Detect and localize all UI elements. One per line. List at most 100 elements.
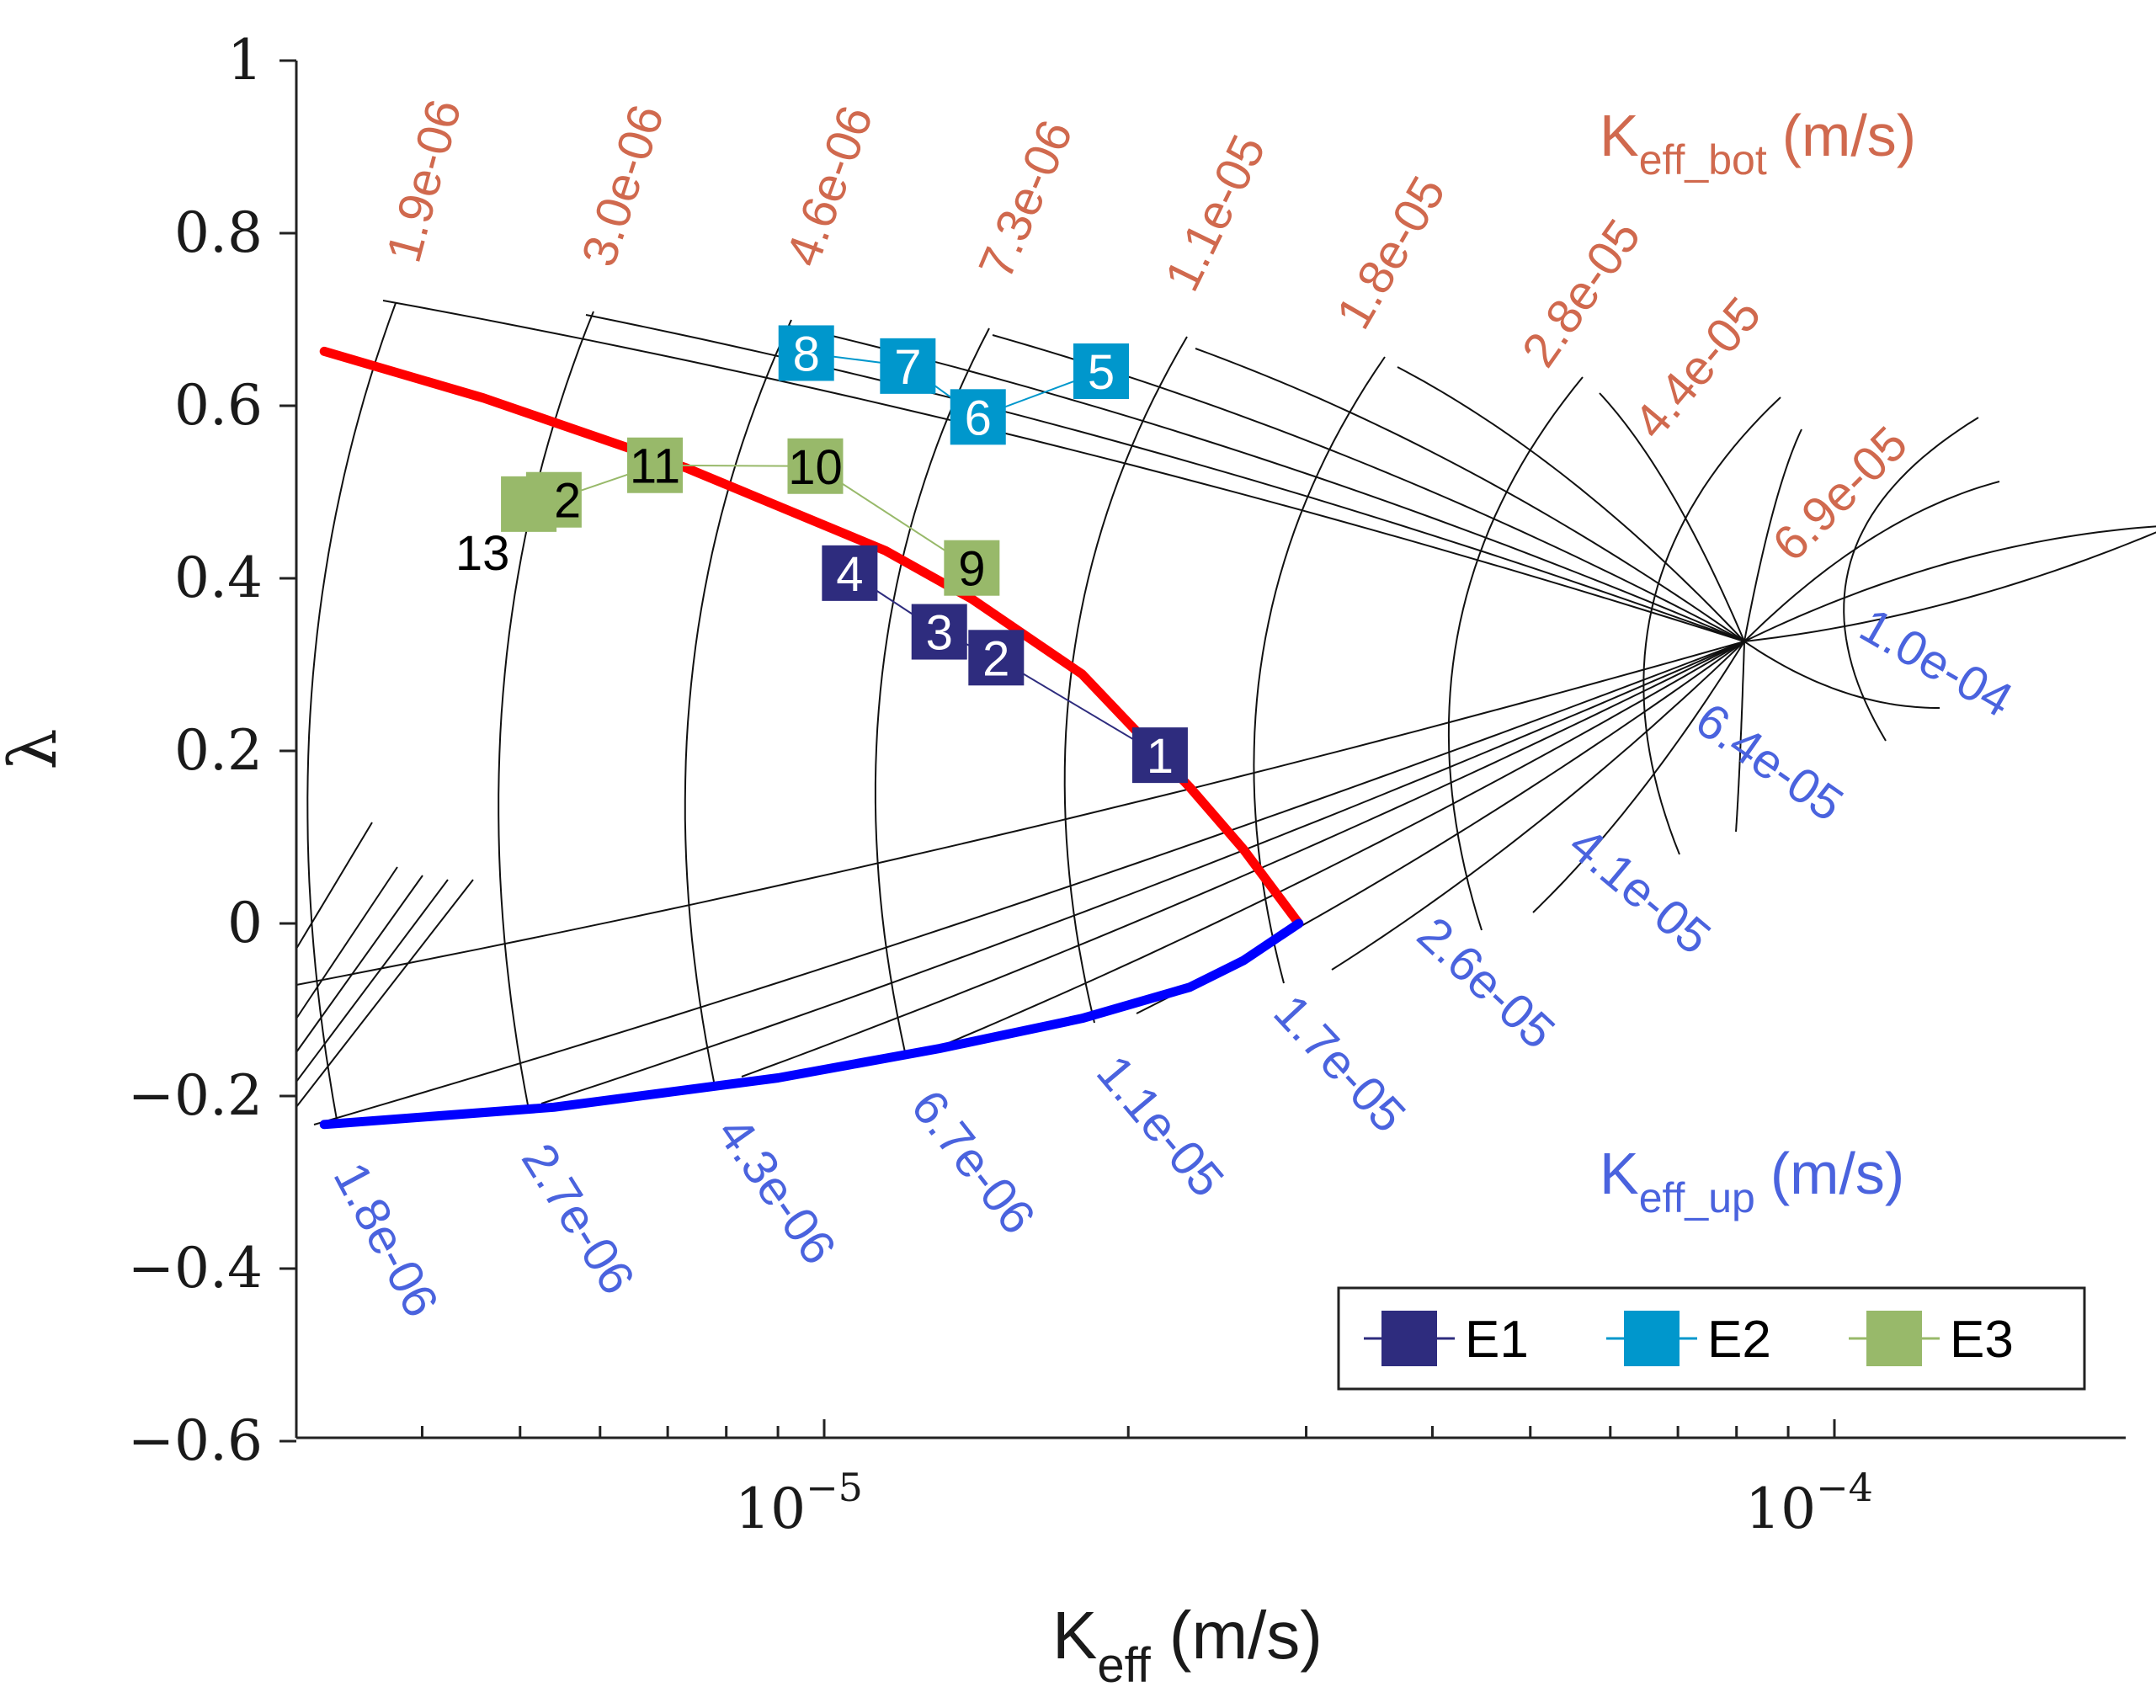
keff-up-line-1 [313,641,1745,1125]
marker-label-5: 5 [1088,345,1115,400]
series-line-E1 [849,572,1161,756]
y-tick-label-0: 1 [227,28,263,93]
y-tick-label-2: 0.6 [174,373,263,438]
legend-label-E1: E1 [1465,1311,1529,1369]
y-tick-label-5: 0 [227,891,263,955]
mesh-lines [295,300,2156,1125]
boundary-curves [319,346,1304,1130]
marker-label-2: 2 [982,631,1009,686]
keff-bot-label-4: 1.1e-05 [1154,126,1276,299]
keff-bot-label-6: 2.8e-05 [1511,210,1651,376]
mesh-arc-7 [1642,396,1781,855]
marker-label-10: 10 [788,440,843,495]
marker-E3-9 [944,540,1000,596]
y-tick-label-7: −0.4 [128,1236,263,1301]
legend-swatch-E3 [1866,1311,1922,1366]
series-line-E3 [528,464,972,569]
series-E2: 5 67 8 [778,325,1129,445]
mesh-left-4 [295,879,474,1108]
marker-E3-10 [787,438,844,494]
mesh-left-0 [295,822,373,950]
marker-label-4: 4 [836,547,863,602]
keff-up-title: Keff_up (m/s) [1600,1141,1904,1221]
marker-E3-13 [501,476,557,532]
keff-up-label-5: 1.7e-05 [1263,985,1416,1143]
keff-bot-line-8 [1743,481,2000,642]
mesh-arc-8 [1843,417,1979,742]
keff-up-label-3: 6.7e-06 [901,1080,1046,1244]
legend-label-E2: E2 [1707,1311,1771,1369]
keff-up-line-9 [1743,641,1940,709]
marker-E1-1 [1131,727,1188,784]
keff-up-label-7: 4.1e-05 [1559,817,1721,965]
y-axis-label: λ [0,728,72,769]
legend: E1 E2 E3 [1337,1286,2086,1391]
keff-up-label-6: 2.6e-05 [1407,907,1565,1060]
keff-bot-label-3: 7.3e-06 [968,113,1083,286]
blue-curve [319,918,1304,1130]
keff-bot-line-9 [1743,525,2156,642]
marker-label-9: 9 [958,542,985,597]
legend-box [1337,1286,2086,1391]
keff-up-label-2: 4.3e-06 [706,1107,846,1274]
y-tick-label-3: 0.4 [174,545,263,610]
marker-E2-5 [1073,343,1129,399]
keff-bot-line-2 [789,325,1745,642]
marker-label-8: 8 [793,327,820,381]
marker-E1-4 [822,545,878,601]
keff-up-labels: 1.8e-06 2.7e-06 4.3e-06 6.7e-06 1.1e-05 1.7e-… [323,598,2022,1326]
marker-label-6: 6 [965,391,992,445]
keff-bot-line-7 [1743,428,1802,642]
y-tick-label-1: 0.8 [174,200,263,265]
keff-bot-label-1: 3.0e-06 [572,98,675,273]
mesh-left-1 [295,866,398,1019]
keff-up-label-8: 6.4e-05 [1686,692,1853,832]
mesh-arc-3 [874,327,990,1053]
series-line-E2 [806,352,1102,418]
x-axis-label: Keff (m/s) [1052,1598,1323,1693]
keff-up-label-0: 1.8e-06 [323,1154,450,1326]
keff-bot-label-2: 4.6e-06 [775,98,883,273]
keff-bot-label-7: 4.4e-05 [1623,287,1771,449]
mesh-arc-2 [684,319,792,1083]
red-curve [319,346,1304,928]
y-tick-label-6: −0.2 [128,1063,263,1128]
mesh-arc-1 [498,311,594,1110]
y-tick-label-4: 0.2 [174,718,263,783]
keff-bot-line-1 [585,314,1745,642]
keff-up-line-7 [1532,641,1745,913]
marker-label-11: 11 [630,439,680,494]
marker-E1-3 [911,604,967,660]
marker-E2-7 [880,338,936,394]
keff-up-line-3 [741,641,1745,1077]
data-series: 12345678910111213 [455,325,1188,784]
keff-up-line-8 [1735,641,1745,833]
keff-up-label-1: 2.7e-06 [511,1134,645,1303]
keff-bot-label-5: 1.8e-05 [1326,168,1456,338]
series-E3: 910111213 [455,437,1000,597]
keff-bot-line-5 [1397,366,1745,642]
keff-up-line-4 [940,641,1745,1047]
legend-swatch-E2 [1624,1311,1680,1366]
keff-up-label-4: 1.1e-05 [1086,1046,1234,1207]
keff-bot-line-4 [1195,348,1745,642]
marker-label-3: 3 [926,606,953,661]
legend-swatch-E1 [1381,1311,1437,1366]
legend-label-E3: E3 [1950,1311,2014,1369]
marker-label-1: 1 [1147,729,1174,784]
conductivity-mesh [295,300,2156,1125]
mesh-arc-6 [1447,376,1584,931]
keff-up-line-10 [1743,531,2156,642]
x-tick-label-1: 10−4 [1745,1465,1873,1541]
y-tick-label-8: −0.6 [128,1408,263,1473]
keff-up-line-2 [540,641,1745,1104]
keff-bot-label-0: 1.9e-06 [376,94,472,269]
mesh-left-3 [295,879,449,1083]
marker-E2-6 [950,389,1006,445]
marker-E1-2 [968,630,1025,686]
marker-label-13: 13 [455,526,510,581]
mesh-left-2 [295,875,423,1053]
marker-E3-11 [627,437,684,493]
keff-up-line-0 [295,641,1745,986]
